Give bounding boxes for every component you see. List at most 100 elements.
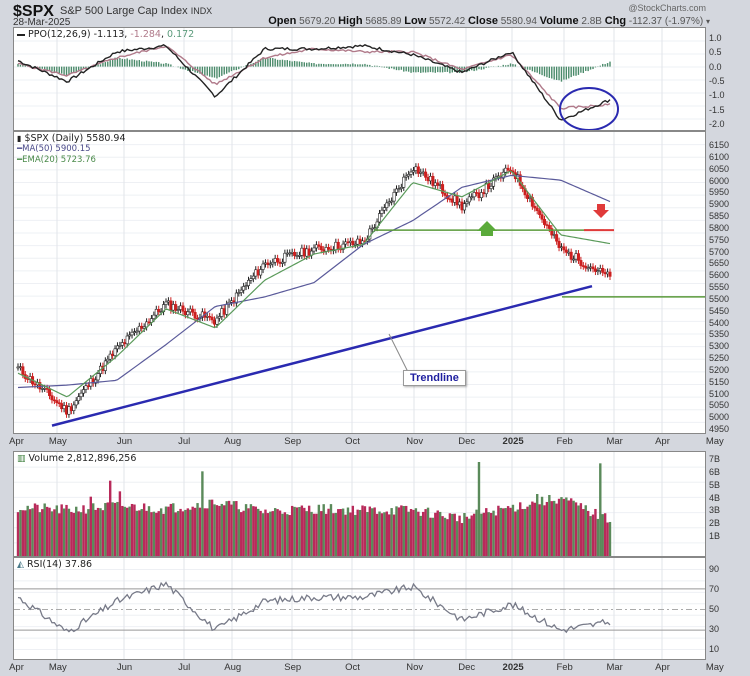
x-tick: May [48, 436, 67, 447]
volume-label: Volume [539, 15, 579, 27]
y-tick: 5200 [709, 364, 730, 375]
y-tick: 5000 [709, 412, 730, 423]
change-value: -112.37 (-1.97%) [628, 16, 704, 27]
x-tick: Feb [556, 436, 573, 447]
price-legend-main: ▮ $SPX (Daily) 5580.94 [17, 133, 126, 144]
price-chart [14, 132, 705, 433]
x-tick: Nov [406, 436, 424, 447]
x-tick: Nov [406, 662, 424, 673]
low-value: 5572.42 [429, 16, 466, 27]
change-label: Chg [604, 15, 627, 27]
y-tick: 5500 [709, 293, 730, 304]
y-tick: 5300 [709, 341, 730, 352]
y-tick: 50 [709, 604, 720, 614]
x-tick: Apr [9, 662, 24, 673]
y-tick: 4B [709, 492, 721, 503]
rsi-chart [14, 558, 705, 659]
y-tick: 10 [709, 644, 720, 654]
low-label: Low [404, 15, 427, 27]
line-chart-icon: ◭ [17, 560, 24, 570]
price-panel: ▮ $SPX (Daily) 5580.94 ━MA(50) 5900.15 ━… [13, 131, 706, 434]
y-tick: 5750 [709, 234, 730, 245]
price-legend: ▮ $SPX (Daily) 5580.94 ━MA(50) 5900.15 ━… [17, 133, 126, 166]
y-tick: -0.5 [709, 76, 725, 86]
y-tick: 5950 [709, 187, 730, 198]
rsi-panel: ◭ RSI(14) 37.86 [13, 557, 706, 660]
y-tick: 90 [709, 564, 720, 574]
x-tick: Dec [458, 662, 476, 673]
y-tick: 5650 [709, 258, 730, 269]
ppo-chart [14, 28, 705, 130]
ma-legend-text: MA(50) 5900.15 [22, 144, 91, 154]
y-tick: 5150 [709, 376, 730, 387]
y-tick: 2B [709, 518, 721, 529]
rsi-legend: ◭ RSI(14) 37.86 [17, 559, 92, 570]
x-tick: Apr [655, 662, 670, 673]
y-tick: -2.0 [709, 119, 725, 129]
close-value: 5580.94 [500, 16, 537, 27]
x-axis-top: Apr May Jun Jul Aug Sep Oct Nov Dec 2025 Feb Mar Apr… [9, 436, 724, 450]
y-tick: -1.5 [709, 104, 725, 115]
y-tick: 70 [709, 584, 720, 594]
ppo-value: PPO(12,26,9) -1.113, [28, 29, 131, 40]
chart-date: 28-Mar-2025 [13, 17, 71, 28]
y-tick: 30 [709, 624, 720, 634]
y-tick: 5100 [709, 388, 730, 399]
y-tick: 5850 [709, 211, 730, 221]
y-tick: 5B [709, 479, 721, 490]
volume-legend: ▥ Volume 2,812,896,256 [17, 453, 136, 464]
x-tick: Aug [224, 436, 242, 447]
x-tick: Oct [345, 662, 360, 673]
x-tick: Feb [556, 662, 573, 673]
x-tick: Sep [284, 662, 302, 673]
x-tick: May [705, 662, 724, 673]
open-label: Open [268, 15, 297, 27]
x-tick: May [705, 436, 724, 447]
x-tick: Apr [655, 436, 670, 447]
x-tick: Sep [284, 436, 302, 447]
y-tick: 5450 [709, 305, 730, 316]
ma-line-icon: ━ [17, 144, 23, 154]
x-tick: Mar [606, 662, 623, 673]
x-tick: Jun [116, 436, 133, 447]
rsi-legend-text: RSI(14) 37.86 [26, 559, 93, 570]
high-label: High [338, 15, 363, 27]
x-tick: Jun [116, 662, 133, 673]
signal-value: -1.284 [130, 29, 161, 40]
y-tick: 7B [709, 454, 721, 464]
y-tick: 5900 [709, 199, 730, 210]
y-tick: 3B [709, 505, 721, 516]
y-tick: 5350 [709, 329, 730, 340]
x-tick: Dec [458, 436, 476, 447]
ppo-panel: PPO(12,26,9) -1.113, -1.284, 0.172 [13, 27, 706, 131]
index-name: S&P 500 Large Cap Index [60, 5, 188, 17]
y-tick: 6100 [709, 151, 730, 162]
ema-line-icon: ━ [17, 155, 23, 165]
y-tick: -1.0 [709, 90, 725, 101]
separator: , [160, 29, 167, 40]
volume-value: 2.8B [581, 16, 602, 27]
y-tick: 6000 [709, 175, 730, 186]
price-legend-text: $SPX (Daily) 5580.94 [24, 133, 126, 144]
chevron-down-icon[interactable]: ▾ [705, 17, 710, 26]
y-tick: 4950 [709, 424, 730, 434]
x-tick: Apr [9, 436, 24, 447]
y-tick: 5800 [709, 222, 730, 233]
ma-legend: ━MA(50) 5900.15 [17, 144, 126, 155]
y-tick: 5700 [709, 246, 730, 257]
security-name: S&P 500 Large Cap Index INDX [60, 5, 212, 17]
x-tick: Jul [178, 436, 191, 447]
histogram-value: 0.172 [167, 29, 195, 40]
y-tick: 0.5 [709, 47, 722, 58]
copyright: @StockCharts.com [628, 3, 706, 13]
open-value: 5679.20 [299, 16, 336, 27]
volume-chart [14, 452, 705, 556]
ohlc-summary: Open 5679.20 High 5685.89 Low 5572.42 Cl… [268, 15, 710, 27]
x-axis-bottom: Apr May Jun Jul Aug Sep Oct Nov Dec 2025 Feb Mar Apr… [9, 662, 724, 676]
y-tick: 5550 [709, 282, 730, 292]
volume-legend-text: Volume 2,812,896,256 [28, 453, 137, 464]
y-tick: 5600 [709, 270, 730, 281]
x-tick: Aug [224, 662, 242, 673]
bar-chart-icon: ▥ [17, 454, 26, 464]
ema-legend: ━EMA(20) 5723.76 [17, 155, 126, 166]
